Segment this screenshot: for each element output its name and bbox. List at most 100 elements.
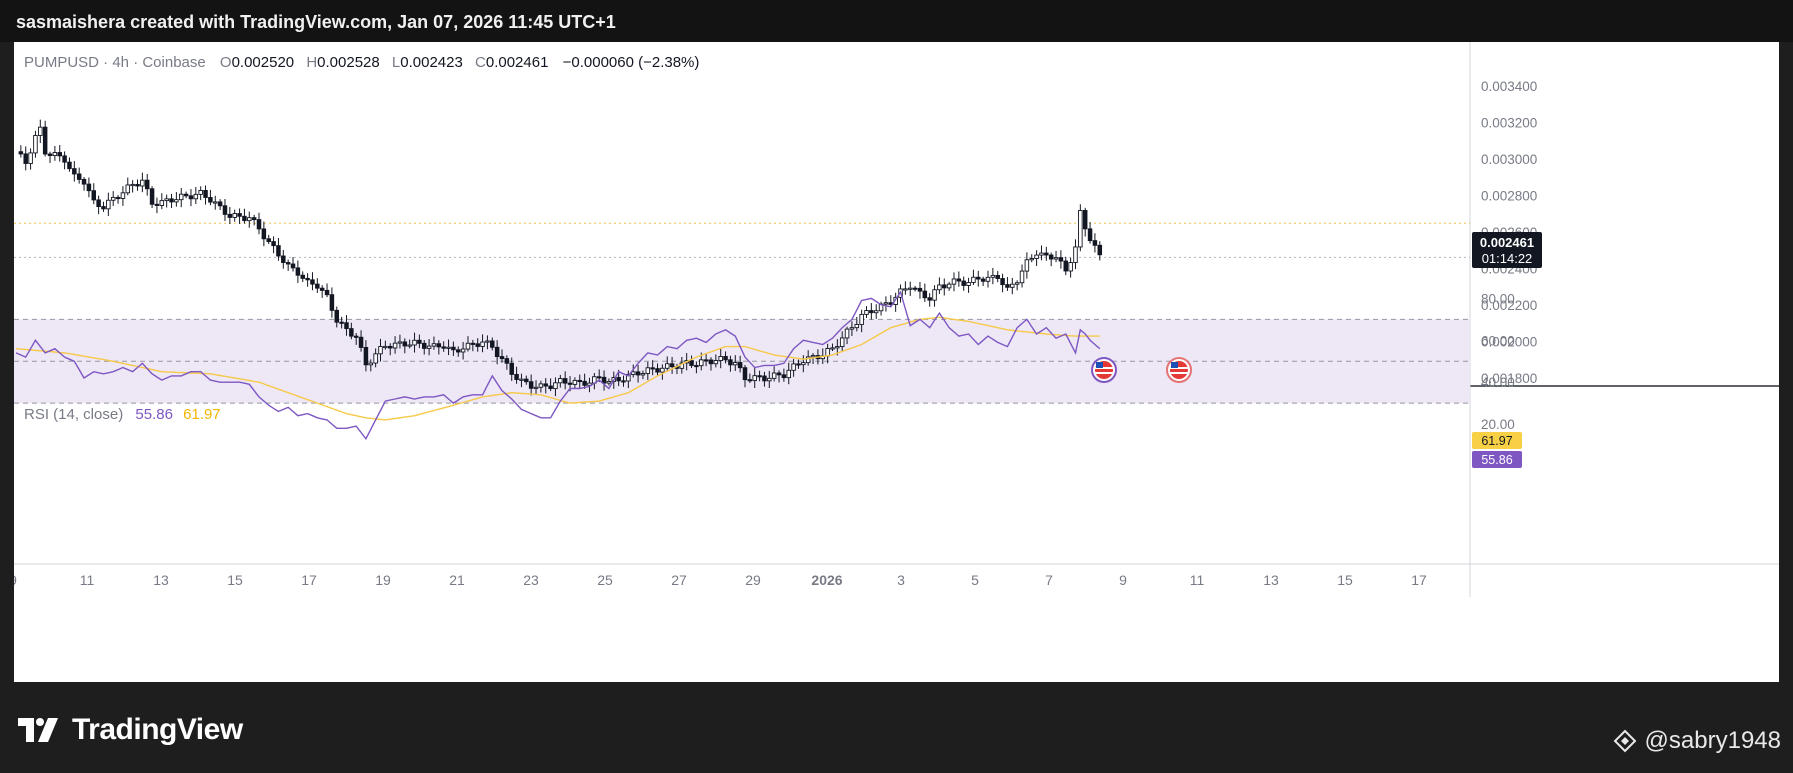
candle-body <box>640 373 646 376</box>
time-tick-label: 15 <box>227 572 243 588</box>
candle-body <box>562 378 568 384</box>
candle-body <box>217 201 223 207</box>
candle-body <box>771 372 777 379</box>
candle-body <box>305 277 310 281</box>
candle-body <box>276 245 281 257</box>
candle-body <box>567 382 573 385</box>
time-tick-label: 17 <box>301 572 317 588</box>
candle-body <box>222 205 228 215</box>
candle-body <box>130 183 135 187</box>
candle-body <box>854 324 860 329</box>
rsi-tick-label: 40.00 <box>1481 375 1515 390</box>
candle-body <box>533 386 539 389</box>
candle-body <box>144 179 150 190</box>
chart-frame[interactable]: 0.0018000.0020000.0022000.0024000.002600… <box>14 42 1779 682</box>
candle-body <box>106 199 111 210</box>
candle-body <box>62 155 67 163</box>
candle-body <box>830 347 835 350</box>
candle-body <box>1005 284 1010 288</box>
candle-body <box>645 367 651 374</box>
high-label: H <box>306 54 317 71</box>
candle-body <box>762 375 767 382</box>
candle-body <box>203 190 208 198</box>
candle-body <box>237 213 242 217</box>
candle-body <box>873 310 879 314</box>
candle-body <box>373 353 378 364</box>
low-value: 0.002423 <box>400 54 463 71</box>
time-tick-label: 17 <box>1411 572 1427 588</box>
candle-body <box>149 188 155 205</box>
tradingview-wordmark: TradingView <box>72 713 243 746</box>
candle-body <box>125 184 131 194</box>
price-tag: 0.002461 01:14:22 <box>1472 232 1542 268</box>
symbol-label: PUMPUSD · 4h · Coinbase <box>24 54 206 71</box>
high-value: 0.002528 <box>317 54 380 71</box>
us-flag-icon[interactable] <box>1091 357 1117 383</box>
time-tick-label: 27 <box>671 572 687 588</box>
candle-body <box>1087 228 1093 242</box>
candle-body <box>38 126 43 136</box>
candle-body <box>174 199 179 203</box>
rsi-value: 55.86 <box>135 406 173 423</box>
tradingview-logo-icon <box>18 718 58 742</box>
time-tick-label: 11 <box>80 572 95 588</box>
candle-body <box>33 135 38 154</box>
candle-body <box>198 190 203 195</box>
legend-row: PUMPUSD · 4h · Coinbase O0.002520 H0.002… <box>24 54 699 71</box>
candle-body <box>912 287 918 290</box>
candle-body <box>247 217 252 222</box>
candle-body <box>572 379 578 385</box>
candle-body <box>946 283 952 289</box>
candle-body <box>524 378 529 383</box>
candle-body <box>169 198 174 203</box>
candle-body <box>835 346 840 349</box>
candle-body <box>630 371 636 375</box>
candle-body <box>407 344 412 347</box>
candle-body <box>42 126 48 155</box>
candle-body <box>96 199 101 207</box>
candle-body <box>514 373 519 380</box>
candle-body <box>985 276 991 282</box>
candle-body <box>159 200 165 206</box>
rsi-line <box>15 290 1101 441</box>
candle-body <box>242 215 247 222</box>
candle-body <box>737 362 743 369</box>
candle-body <box>154 203 160 206</box>
rsi-value-tag-value: 55.86 <box>1481 453 1512 467</box>
candle-body <box>1024 259 1030 272</box>
candle-body <box>1078 210 1083 248</box>
candle-body <box>596 376 602 379</box>
candle-body <box>805 356 811 364</box>
candle-body <box>72 168 77 175</box>
rsi-ma-value: 61.97 <box>183 406 221 423</box>
candle-body <box>324 289 330 296</box>
candle-body <box>266 238 271 243</box>
candle-body <box>995 274 1000 279</box>
time-tick-label: 9 <box>1119 572 1127 588</box>
candle-body <box>660 367 665 373</box>
open-value: 0.002520 <box>232 54 295 71</box>
candle-body <box>256 219 262 230</box>
candle-body <box>295 267 301 276</box>
candle-body <box>178 193 184 201</box>
candle-body <box>956 278 962 282</box>
candle-body <box>208 197 213 203</box>
rsi-label: RSI (14, close) <box>24 406 123 423</box>
candle-body <box>499 356 505 360</box>
candle-body <box>519 378 524 381</box>
candle-body <box>961 280 966 286</box>
tradingview-logo[interactable]: TradingView <box>18 708 243 752</box>
time-tick-label: 11 <box>1190 572 1205 588</box>
candle-body <box>616 377 621 382</box>
time-tick-label: 2026 <box>811 572 842 588</box>
candle-body <box>990 274 996 278</box>
candle-body <box>164 198 169 202</box>
chart-svg[interactable]: 0.0018000.0020000.0022000.0024000.002600… <box>14 42 1779 682</box>
rsi-ma-tag-value: 61.97 <box>1481 434 1512 448</box>
candle-body <box>577 379 583 383</box>
candle-body <box>504 358 510 364</box>
us-flag-icon[interactable] <box>1166 357 1192 383</box>
chart-header: sasmaishera created with TradingView.com… <box>0 0 1793 42</box>
candle-body <box>436 343 442 348</box>
candle-body <box>227 213 233 218</box>
